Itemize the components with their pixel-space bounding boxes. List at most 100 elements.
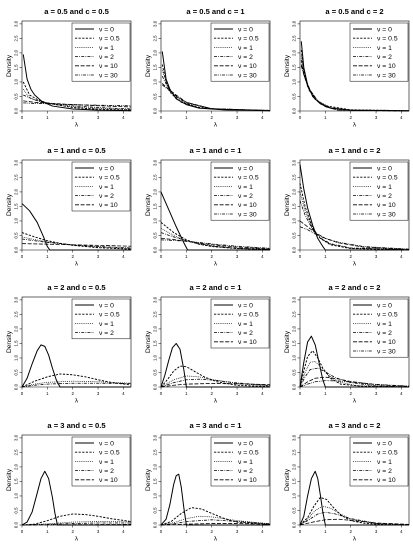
panel-7-legend-label-4: ν = 2 [99,330,114,337]
panel-4-xtick-label: 2 [71,254,74,259]
panel-4-series-line-4 [21,238,132,249]
panel-2-ytick-label: 2.0 [153,49,158,56]
panel-11-xtick-label: 4 [261,529,264,534]
panel-1-ytick-label: 3.0 [14,20,19,27]
panel-12-series-line-2 [299,496,410,526]
panel-6-xtick-label: 1 [324,254,327,259]
panel-1-legend-label-3: ν = 1 [99,45,114,52]
panel-7-legend-label-2: ν = 0.5 [99,312,120,319]
panel-6-ytick-label: 0.0 [292,246,297,253]
panel-1-series-line-2 [22,81,132,111]
panel-8-ytick-label: 2.0 [153,325,158,332]
panel-9-ytick-label: 2.0 [292,325,297,332]
panel-8-legend-label-2: ν = 0.5 [238,312,259,319]
panel-1-xtick-label: 3 [97,115,100,120]
panel-11-legend-label-4: ν = 2 [238,468,253,475]
panel-3-legend-label-5: ν = 10 [377,63,396,70]
panel-4-ytick-label: 0.5 [14,232,19,239]
panel-7-ytick-label: 1.5 [14,340,19,347]
panel-3-ytick-label: 1.0 [292,78,297,85]
panel-6: a = 1 and c = 2 0 1 2 3 4 0.0 0.5 1.0 1.5 2.0 2.5 3.… [284,146,410,268]
panel-6-ytick-label: 1.5 [292,203,297,210]
panel-5-xlabel: λ [214,261,218,268]
panel-10-ytick-label: 0.5 [14,507,19,514]
panel-6-legend-label-1: ν = 0 [377,165,392,172]
panel-6-legend-label-2: ν = 0.5 [377,175,398,182]
panel-12-ytick-label: 1.5 [292,478,297,485]
panel-12-legend-label-4: ν = 2 [377,468,392,475]
panel-3-xtick-label: 3 [375,115,378,120]
panel-1-series-line-5 [23,100,132,108]
panel-12-series-line-3 [299,505,410,526]
panel-10-series-line-1 [21,470,131,526]
panel-5-legend-label-3: ν = 1 [238,184,253,191]
panel-10-title: a = 3 and c = 0.5 [47,421,106,430]
panel-3-ytick-label: 3.0 [292,20,297,27]
panel-4-ytick-label: 0.0 [14,246,19,253]
panel-1-ytick-label: 2.0 [14,49,19,56]
panel-6-ytick-label: 2.0 [292,188,297,195]
panel-10-xlabel: λ [75,536,79,543]
panel-5-legend-label-1: ν = 0 [238,165,253,172]
panel-10-xtick-label: 0 [21,529,24,534]
panel-10-ytick-label: 2.5 [14,449,19,456]
panel-8-legend-label-3: ν = 1 [238,321,253,328]
panel-4-series-line-1 [21,203,131,251]
panel-1-xlabel: λ [75,122,79,129]
panel-7-ytick-label: 3.0 [14,296,19,303]
panel-9-xtick-label: 0 [299,391,302,396]
panel-2-legend-box [210,22,270,82]
panel-11-xtick-label: 2 [210,529,213,534]
panel-8-title: a = 2 and c = 1 [190,283,243,292]
panel-9-legend-label-6: ν = 30 [377,348,396,355]
panel-2-legend-label-4: ν = 2 [238,54,253,61]
panel-10-legend-label-2: ν = 0.5 [99,450,120,457]
panel-8-ytick-label: 3.0 [153,296,158,303]
panel-12-legend-label-1: ν = 0 [377,440,392,447]
panel-2-legend-label-1: ν = 0 [238,26,253,33]
panel-11-ytick-label: 2.0 [153,463,158,470]
panel-2-xtick-label: 2 [210,115,213,120]
panel-4-ytick-label: 1.5 [14,203,19,210]
panel-5-series-line-5 [160,237,271,250]
panel-7-xtick-label: 1 [46,391,49,396]
panel-5-legend-label-5: ν = 10 [238,202,257,209]
panel-8-legend-label-1: ν = 0 [238,302,253,309]
panel-3-xtick-label: 0 [299,115,302,120]
panel-9-series-line-1 [299,335,409,388]
panel-8-legend-label-4: ν = 2 [238,330,253,337]
panel-5-xtick-label: 0 [160,254,163,259]
panel-7-xtick-label: 0 [21,391,24,396]
panel-11-legend-label-3: ν = 1 [238,459,253,466]
panel-8-series-line-2 [160,365,271,388]
panel-11-title: a = 3 and c = 1 [190,421,243,430]
panel-11-legend-label-2: ν = 0.5 [238,450,259,457]
panel-4-legend-label-5: ν = 10 [99,202,118,209]
panel-7-ytick-label: 0.5 [14,369,19,376]
panel-2: a = 0.5 and c = 1 0 1 2 3 4 0.0 0.5 1.0 1.5 2.0 2.5… [145,7,271,129]
panel-11-ytick-label: 1.0 [153,492,158,499]
panel-5-xtick-label: 4 [261,254,264,259]
panel-1-legend-label-1: ν = 0 [99,26,114,33]
panel-8: a = 2 and c = 1 0 1 2 3 4 0.0 0.5 1.0 1.5 2.0 2.5 3.… [145,283,271,405]
panel-4-title: a = 1 and c = 0.5 [47,146,106,155]
panel-11-ytick-label: 3.0 [153,434,158,441]
panel-8-ytick-label: 1.0 [153,354,158,361]
panel-7-xlabel: λ [75,398,79,405]
panel-2-ylabel: Density [145,54,152,77]
panel-11-series-line-5 [160,523,271,526]
panel-11: a = 3 and c = 1 0 1 2 3 4 0.0 0.5 1.0 1.5 2.0 2.5 3.… [145,421,271,543]
panel-10-xtick-label: 4 [122,529,125,534]
panel-8-legend-label-5: ν = 10 [238,339,257,346]
panel-8-xtick-label: 0 [160,391,163,396]
panel-5: a = 1 and c = 1 0 1 2 3 4 0.0 0.5 1.0 1.5 2.0 2.5 3.… [145,146,271,268]
panel-1-xtick-label: 2 [71,115,74,120]
panel-8-series-line-5 [160,383,271,388]
panel-3-xtick-label: 4 [400,115,403,120]
panel-9: a = 2 and c = 2 0 1 2 3 4 0.0 0.5 1.0 1.5 2.0 2.5 3.… [284,283,410,405]
panel-8-ytick-label: 1.5 [153,340,158,347]
panel-1-title: a = 0.5 and c = 0.5 [44,7,109,16]
panel-9-title: a = 2 and c = 2 [329,283,381,292]
panel-4-xtick-label: 4 [122,254,125,259]
panel-9-ytick-label: 1.0 [292,354,297,361]
